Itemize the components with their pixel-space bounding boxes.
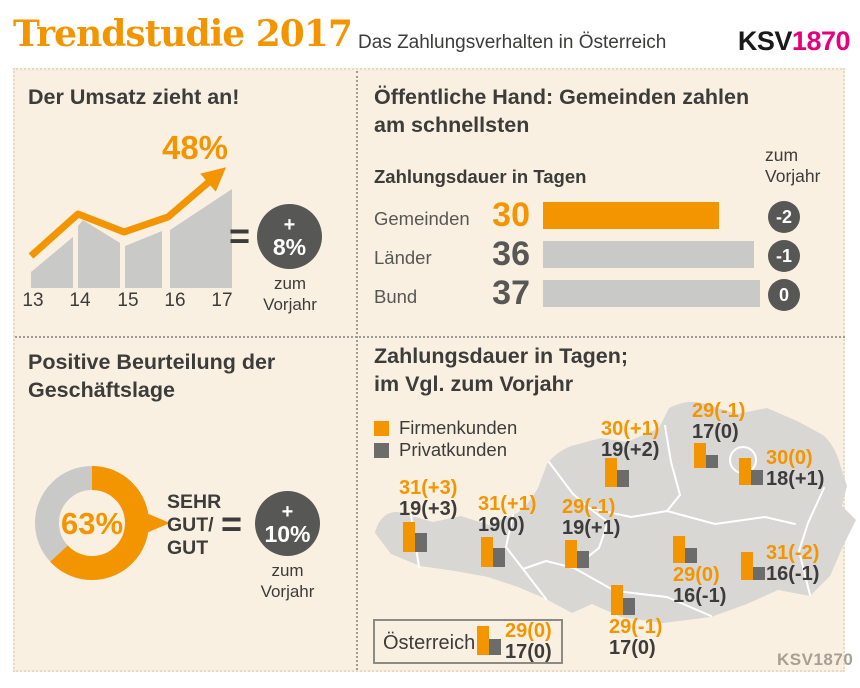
- year-tick: 16: [164, 290, 186, 311]
- umsatz-panel-title: Der Umsatz zieht an!: [28, 85, 240, 109]
- map-region-labels: 29(-1) 17(0): [609, 617, 662, 659]
- region-privat-value: 18(+1): [766, 468, 825, 490]
- austria-firmen-value: 29(0): [505, 620, 552, 642]
- page-subtitle: Das Zahlungsverhalten in Österreich: [358, 32, 667, 53]
- austria-total-box: Österreich 29(0) 17(0): [373, 619, 563, 664]
- row-bar-bund: [543, 280, 760, 307]
- region-privat-value: 17(0): [609, 637, 656, 659]
- privatkunden-swatch-icon: [374, 442, 389, 458]
- region-privat-value: 16(-1): [673, 585, 727, 607]
- donut-value: 63%: [60, 506, 124, 541]
- region-privat-value: 17(0): [692, 421, 739, 443]
- map-panel-title: Zahlungsdauer in Tagen; im Vgl. zum Vorj…: [374, 344, 629, 396]
- region-firmen-value: 31(+1): [478, 493, 537, 515]
- umsatz-growth-value: 48%: [161, 129, 229, 166]
- rating-label: SEHR GUT/ GUT: [167, 491, 222, 559]
- map-region-bars: [739, 458, 763, 485]
- map-region-bars: [565, 540, 589, 568]
- equals-sign: =: [221, 503, 243, 544]
- austria-label: Österreich: [383, 632, 476, 654]
- badge-value: 8%: [272, 233, 307, 260]
- map-region-labels: 30(0) 18(+1): [766, 448, 824, 490]
- year-tick: 15: [117, 290, 139, 311]
- row-change-badge: -1: [768, 240, 800, 272]
- map-region-bars: [611, 585, 635, 615]
- vertical-panel-divider: [356, 71, 358, 670]
- horizontal-panel-divider: [15, 336, 845, 338]
- public-subtitle: Zahlungsdauer in Tagen: [374, 166, 587, 187]
- map-region-labels: 29(-1) 19(+1): [562, 497, 620, 539]
- region-privat-value: 19(+1): [562, 517, 621, 539]
- donut-pointer: [132, 507, 170, 539]
- row-label: Länder: [374, 247, 432, 268]
- map-region-bars: [403, 522, 427, 552]
- map-region-labels: 31(+3) 19(+3): [399, 478, 457, 520]
- region-privat-value: 19(+2): [601, 439, 660, 461]
- logo-1870: 1870: [791, 26, 851, 56]
- row-label: Gemeinden: [374, 208, 470, 229]
- trend-arrow: [28, 167, 227, 259]
- year-tick: 17: [211, 290, 233, 311]
- umsatz-badge-caption: zum Vorjahr: [263, 274, 317, 314]
- row-bar-laender: [543, 241, 754, 268]
- geschaeft-donut-chart: [35, 466, 170, 580]
- firmenkunden-swatch-icon: [374, 420, 389, 436]
- geschaeft-badge-caption: zum Vorjahr: [260, 561, 315, 601]
- region-firmen-value: 30(+1): [601, 418, 660, 440]
- region-firmen-value: 31(+3): [399, 477, 458, 499]
- row-change-badge: 0: [768, 279, 800, 311]
- map-region-bars: [481, 537, 505, 567]
- region-firmen-value: 30(0): [766, 447, 813, 469]
- year-tick: 14: [69, 290, 91, 311]
- row-value: 30: [492, 196, 530, 234]
- row-value: 37: [492, 274, 530, 312]
- map-region-labels: 31(+1) 19(0): [478, 494, 536, 536]
- equals-sign: =: [229, 215, 251, 256]
- map-region-labels: 31(-2) 16(-1): [766, 543, 819, 585]
- row-bar-gemeinden: [543, 202, 719, 229]
- region-privat-value: 19(0): [478, 514, 525, 536]
- legend-label: Privatkunden: [399, 439, 507, 460]
- map-region-labels: 29(-1) 17(0): [692, 401, 745, 443]
- public-vorjahr-caption: zum Vorjahr: [765, 145, 821, 187]
- region-firmen-value: 29(-1): [692, 400, 746, 422]
- legend-item-privatkunden: Privatkunden: [374, 439, 507, 461]
- row-change-badge: -2: [768, 201, 800, 233]
- geschaeft-change-badge: + 10%: [255, 491, 320, 556]
- austria-total-labels: 29(0) 17(0): [505, 621, 552, 663]
- region-privat-value: 16(-1): [766, 563, 820, 585]
- map-region-bars: [673, 536, 697, 563]
- geschaeft-panel-title: Positive Beurteilung der Geschäftslage: [28, 350, 276, 402]
- region-firmen-value: 29(-1): [562, 496, 616, 518]
- umsatz-trend-chart: [28, 167, 232, 288]
- austria-privat-value: 17(0): [505, 641, 552, 663]
- badge-plus: +: [283, 213, 296, 236]
- map-region-bars: [605, 458, 629, 487]
- logo-ksv: KSV: [737, 26, 793, 56]
- badge-value: 10%: [264, 520, 311, 547]
- region-firmen-value: 31(-2): [766, 542, 820, 564]
- ksv1870-logo: KSV1870: [737, 26, 851, 57]
- legend-item-firmenkunden: Firmenkunden: [374, 417, 517, 439]
- region-firmen-value: 29(0): [673, 564, 720, 586]
- umsatz-change-badge: + 8%: [257, 204, 322, 269]
- page-title: Trendstudie 2017: [13, 13, 353, 55]
- map-region-labels: 29(0) 16(-1): [673, 565, 726, 607]
- map-region-bars: [741, 552, 765, 580]
- legend-label: Firmenkunden: [399, 417, 518, 438]
- public-panel-title: Öffentliche Hand: Gemeinden zahlen am sc…: [374, 85, 750, 137]
- region-firmen-value: 29(-1): [609, 616, 663, 638]
- row-value: 36: [492, 235, 530, 273]
- row-label: Bund: [374, 286, 418, 307]
- region-privat-value: 19(+3): [399, 498, 458, 520]
- badge-plus: +: [281, 500, 294, 523]
- map-region-labels: 30(+1) 19(+2): [601, 419, 659, 461]
- austria-total-bars: [477, 626, 501, 655]
- trend-area-segments: [31, 189, 232, 288]
- map-region-bars: [694, 443, 718, 468]
- ksv-watermark: KSV1870: [777, 650, 854, 669]
- year-tick: 13: [22, 290, 44, 311]
